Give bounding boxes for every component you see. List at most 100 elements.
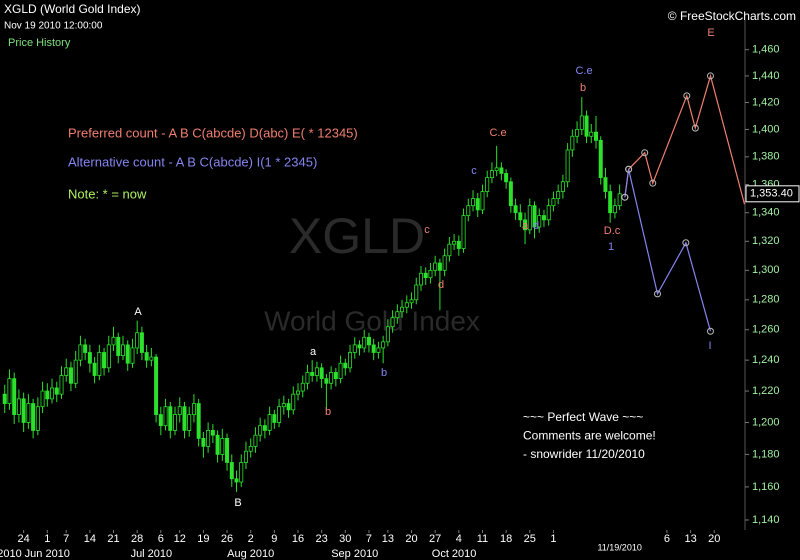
candle-body <box>234 478 239 483</box>
candle-body <box>295 390 300 395</box>
wave-label: a <box>310 346 317 358</box>
candle-body <box>579 115 584 130</box>
candle-body <box>149 356 154 361</box>
candle-body <box>50 387 55 400</box>
candle-body <box>551 198 556 207</box>
candle-body <box>452 240 457 245</box>
candle-body <box>428 269 433 279</box>
candle-body <box>2 393 7 404</box>
candle-body <box>584 115 589 137</box>
candle-body <box>26 403 31 423</box>
candle-body <box>480 191 485 211</box>
candle-body <box>494 167 499 172</box>
x-month-label: 2010 <box>0 548 22 560</box>
candle-body <box>102 352 107 369</box>
candle-body <box>414 284 419 301</box>
projection-point <box>625 165 633 173</box>
watermark: XGLD <box>289 208 425 264</box>
candle-body <box>21 398 26 423</box>
candle-body <box>182 406 187 431</box>
candle-body <box>390 317 395 328</box>
candle-body <box>475 198 480 211</box>
candle-body <box>527 205 532 231</box>
candle-body <box>329 372 334 384</box>
panel-label: Price History <box>8 37 71 49</box>
x-tick-label: 1 <box>44 533 50 545</box>
comment: - snowrider 11/20/2010 <box>523 447 645 461</box>
x-tick-label: 24 <box>18 533 30 545</box>
y-tick-label: 1,220 <box>752 385 780 397</box>
candle-body <box>120 344 125 356</box>
note: Preferred count - A B C(abcde) D(abc) E(… <box>68 125 358 140</box>
candle-body <box>461 215 466 249</box>
candle-body <box>300 382 305 392</box>
projection-point <box>653 290 661 298</box>
wave-label: I <box>708 340 711 352</box>
candle-body <box>371 344 376 353</box>
candle-body <box>305 372 310 384</box>
candle-body <box>125 344 130 364</box>
candle-body <box>404 302 409 308</box>
candle-body <box>385 326 390 343</box>
x-tick-label: 30 <box>339 533 351 545</box>
wave-label: E <box>707 27 714 39</box>
projection-point <box>649 179 657 187</box>
candle-body <box>570 135 575 151</box>
y-tick-label: 1,380 <box>752 151 780 163</box>
candle-body <box>442 255 447 271</box>
x-tick-label: 18 <box>500 533 512 545</box>
candle-body <box>286 403 291 411</box>
x-tick-label: 7 <box>63 533 69 545</box>
wave-label: C.e <box>575 65 592 77</box>
x-tick-label: 1 <box>550 533 556 545</box>
projection-point <box>682 239 690 247</box>
candle-body <box>59 375 64 395</box>
candle-body <box>168 406 173 431</box>
candle-body <box>191 403 196 415</box>
candle-body <box>395 311 400 319</box>
y-tick-label: 1,420 <box>752 96 780 108</box>
y-tick-label: 1,300 <box>752 264 780 276</box>
candle-body <box>106 344 111 369</box>
candle-body <box>560 181 565 192</box>
candle-body <box>116 336 121 356</box>
wave-label: A <box>134 306 142 318</box>
y-tick-label: 1,180 <box>752 448 780 460</box>
candle-body <box>541 215 546 221</box>
candle-body <box>225 437 230 463</box>
candle-body <box>206 430 211 447</box>
candle-body <box>504 173 509 183</box>
source: © FreeStockCharts.com <box>668 9 796 23</box>
candle-body <box>310 372 315 376</box>
last-price-box <box>745 185 800 203</box>
candle-body <box>362 336 367 349</box>
candle-body <box>87 352 92 364</box>
candle-body <box>163 406 168 427</box>
candle-body <box>45 390 50 400</box>
candle-body <box>277 406 282 423</box>
candle-body <box>83 344 88 353</box>
x-month-label: Sep 2010 <box>331 548 378 560</box>
candle-body <box>177 406 182 415</box>
projection-point <box>706 72 714 80</box>
y-tick-label: 1,280 <box>752 294 780 306</box>
candle-body <box>608 191 613 214</box>
x-tick-label: 14 <box>84 533 96 545</box>
candle-body <box>518 212 523 221</box>
y-tick-label: 1,460 <box>752 44 780 56</box>
y-tick-label: 1,340 <box>752 207 780 219</box>
candle-body <box>135 332 140 349</box>
candle-body <box>267 414 272 431</box>
wave-label: b <box>381 367 387 379</box>
x-tick-label: 20 <box>405 533 417 545</box>
candle-body <box>248 445 253 452</box>
candle-body <box>565 149 570 183</box>
candle-body <box>381 341 386 349</box>
x-tick-label: 11 <box>477 533 488 545</box>
projection-point <box>683 92 691 100</box>
projection-point <box>621 193 629 201</box>
candle-body <box>489 170 494 178</box>
y-tick-label: 1,260 <box>752 324 780 336</box>
candle-body <box>291 393 296 411</box>
x-tick-label: 26 <box>221 533 233 545</box>
